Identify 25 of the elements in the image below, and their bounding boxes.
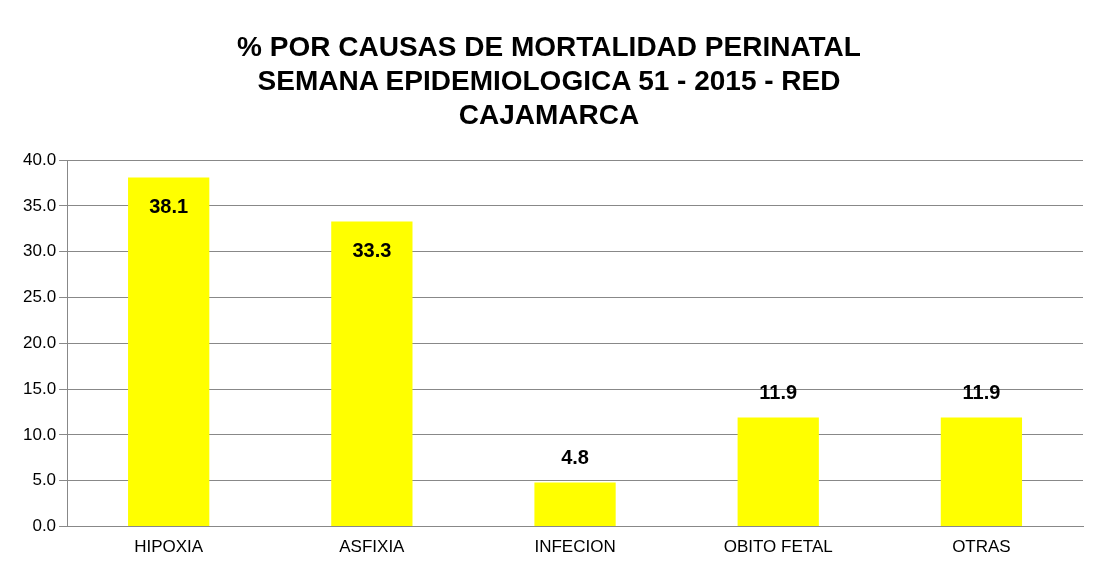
y-tick-label: 5.0 — [32, 470, 57, 490]
y-tick-label: 40.0 — [22, 149, 57, 169]
bar — [128, 177, 210, 527]
y-tick-label: 15.0 — [22, 378, 57, 398]
data-label: 11.9 — [962, 381, 1001, 404]
y-tick-label: 30.0 — [22, 241, 57, 261]
bar — [331, 221, 413, 527]
y-tick-label: 0.0 — [32, 516, 57, 536]
bar — [534, 482, 616, 527]
chart-title: % POR CAUSAS DE MORTALIDAD PERINATAL SEMANA EPIDEMIOLOGICA 51 - 2015 - RED CAJAMARCA — [236, 30, 862, 132]
y-tick-label: 35.0 — [22, 195, 57, 215]
x-tick-label: INFECION — [534, 537, 616, 557]
y-tick-label: 10.0 — [22, 424, 57, 444]
x-tick-label: ASFIXIA — [339, 537, 406, 557]
x-tick-label: HIPOXIA — [134, 537, 204, 557]
data-label: 38.1 — [149, 194, 189, 217]
data-label: 11.9 — [759, 381, 798, 404]
y-tick-label: 25.0 — [22, 287, 57, 307]
x-tick-label: OTRAS — [952, 537, 1011, 557]
bar — [737, 417, 819, 527]
data-label: 33.3 — [352, 238, 392, 261]
data-label: 4.8 — [561, 446, 589, 469]
bar — [940, 417, 1023, 527]
x-tick-label: OBITO FETAL — [723, 537, 833, 557]
y-tick-label: 20.0 — [22, 332, 57, 352]
